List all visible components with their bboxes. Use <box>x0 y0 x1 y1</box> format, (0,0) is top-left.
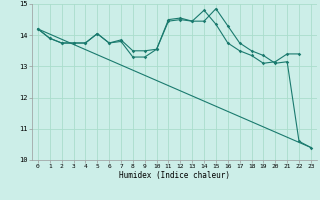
X-axis label: Humidex (Indice chaleur): Humidex (Indice chaleur) <box>119 171 230 180</box>
